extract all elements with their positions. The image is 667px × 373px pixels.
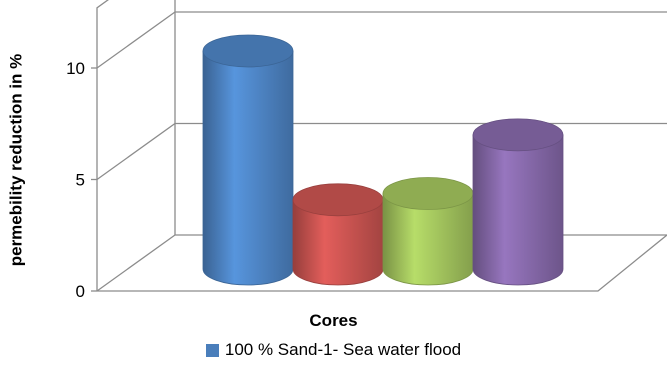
x-axis-label: Cores	[309, 311, 358, 330]
y-axis-label: permebility reduction in %	[6, 53, 26, 267]
gridline	[96, 11, 667, 69]
bar-body	[202, 50, 294, 286]
y-tick-label: 5	[76, 171, 85, 190]
bar-body	[382, 193, 474, 286]
bar-series-2	[292, 183, 384, 286]
bar-top	[472, 118, 564, 152]
legend-swatch	[205, 343, 219, 357]
bar-top	[292, 183, 384, 217]
floor-edge	[97, 234, 667, 292]
bar-top	[382, 177, 474, 210]
legend: 100 % Sand-1- Sea water flood	[0, 340, 667, 360]
bar-body	[292, 199, 384, 286]
gridline	[96, 122, 667, 181]
bars	[202, 34, 564, 286]
legend-label: 100 % Sand-1- Sea water flood	[224, 340, 462, 359]
y-tick-labels: 0 5 10	[66, 59, 85, 301]
bar-series-3	[382, 177, 474, 286]
y-tick-label: 10	[66, 59, 85, 78]
left-wall	[96, 0, 176, 291]
y-axis-label-box: permebility reduction in %	[2, 10, 30, 310]
y-tick-label: 0	[76, 282, 85, 301]
bar-series-4	[472, 118, 564, 286]
bar-body	[472, 134, 564, 286]
bar-top	[202, 34, 294, 68]
chart-walls	[96, 0, 667, 292]
bar-series-1	[202, 34, 294, 286]
